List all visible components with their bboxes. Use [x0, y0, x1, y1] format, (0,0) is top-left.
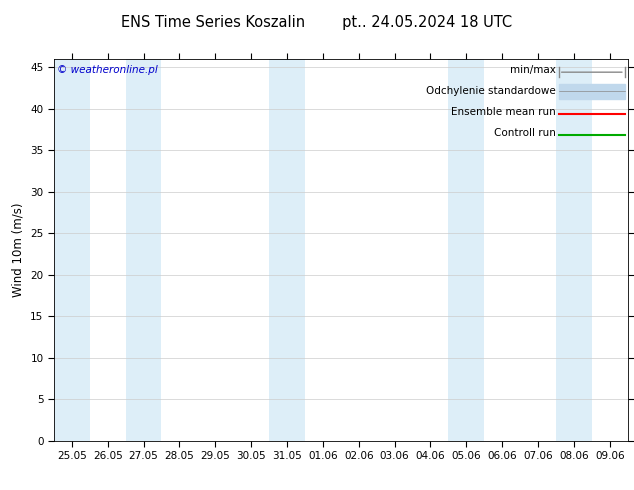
Text: ENS Time Series Koszalin        pt.. 24.05.2024 18 UTC: ENS Time Series Koszalin pt.. 24.05.2024… — [122, 15, 512, 30]
Bar — [269, 59, 305, 441]
Text: Odchylenie standardowe: Odchylenie standardowe — [426, 86, 556, 96]
Y-axis label: Wind 10m (m/s): Wind 10m (m/s) — [11, 203, 25, 297]
Bar — [559, 84, 624, 99]
Bar — [448, 59, 484, 441]
Text: min/max: min/max — [510, 65, 556, 74]
Text: © weatheronline.pl: © weatheronline.pl — [57, 65, 157, 74]
Bar — [556, 59, 592, 441]
Bar — [126, 59, 162, 441]
Bar — [54, 59, 90, 441]
Text: Controll run: Controll run — [494, 127, 556, 138]
Text: Ensemble mean run: Ensemble mean run — [451, 107, 556, 117]
